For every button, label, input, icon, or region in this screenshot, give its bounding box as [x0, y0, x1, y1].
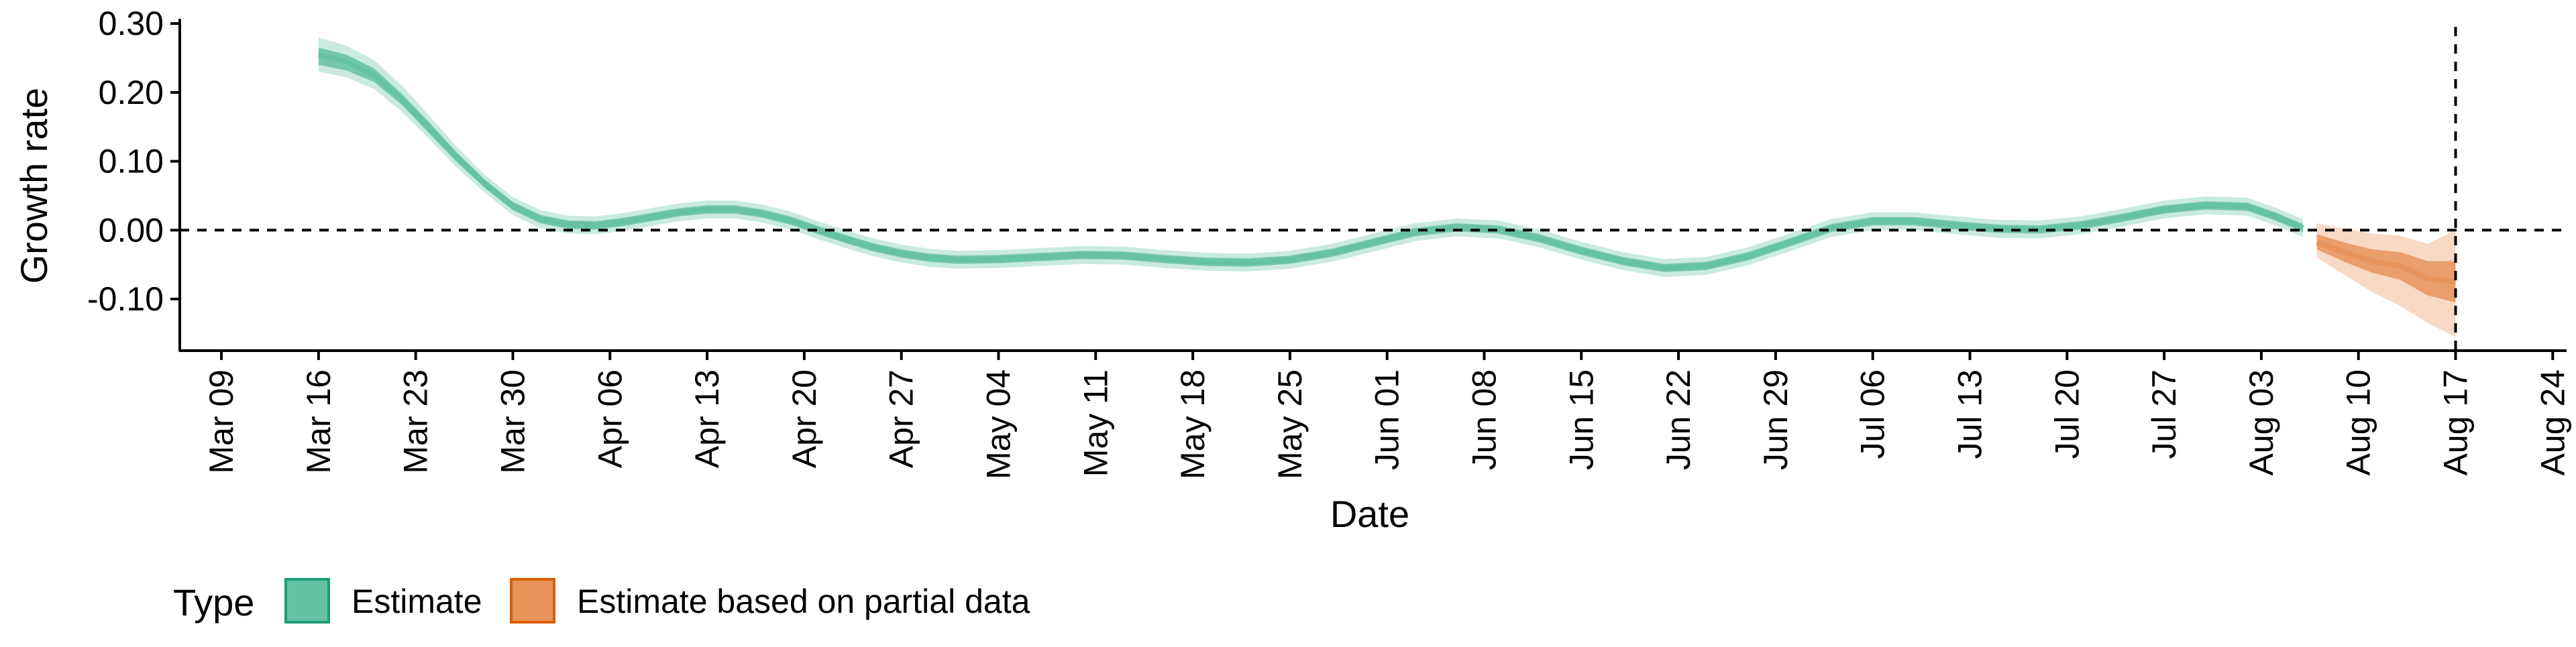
partial-band-50: [2316, 234, 2456, 303]
estimate-band-90: [318, 37, 2304, 278]
x-tick-label: Mar 23: [397, 369, 435, 474]
estimate-median-line: [317, 52, 2304, 271]
x-axis-title: Date: [1330, 493, 1409, 535]
x-tick-label: Jul 13: [1951, 369, 1989, 459]
y-tick-label: 0.10: [99, 143, 164, 180]
y-tick-label: 0.00: [99, 211, 164, 249]
x-tick-label: Apr 27: [883, 369, 920, 468]
x-tick-label: May 18: [1174, 369, 1212, 479]
legend-title: Type: [173, 581, 254, 624]
legend-label-estimate: Estimate: [352, 583, 482, 620]
axes: 0.30 0.20 0.10 0.00 -0.10 Mar 09 Mar 16 Mar 23 M…: [87, 5, 2571, 479]
x-tick-label: Jul 20: [2048, 369, 2086, 459]
x-tick-label: Aug 10: [2340, 369, 2377, 475]
x-tick-label: May 11: [1077, 369, 1114, 477]
x-tick-label: May 04: [980, 369, 1018, 479]
x-tick-label: Mar 16: [300, 369, 337, 474]
y-axis-title: Growth rate: [13, 88, 55, 284]
y-tick-label: 0.20: [99, 74, 164, 111]
legend-key-partial: [510, 578, 555, 624]
x-tick-label: Jun 29: [1757, 369, 1794, 470]
x-tick-label: Jun 15: [1562, 369, 1600, 470]
x-tick-label: Mar 09: [203, 369, 240, 474]
x-tick-label: May 25: [1271, 369, 1309, 479]
legend-key-estimate: [284, 578, 330, 624]
x-tick-label: Jun 22: [1660, 369, 1697, 470]
legend-label-partial: Estimate based on partial data: [577, 583, 1030, 620]
x-tick-label: Mar 30: [494, 369, 532, 474]
x-tick-label: Apr 06: [591, 369, 629, 468]
legend: Type Estimate Estimate based on partial …: [173, 578, 1030, 624]
x-tick-label: Jun 08: [1466, 369, 1503, 470]
y-tick-label: -0.10: [87, 280, 164, 318]
y-tick-label: 0.30: [99, 5, 164, 42]
x-tick-label: Jul 06: [1854, 369, 1892, 459]
x-tick-label: Apr 20: [786, 369, 823, 468]
ref-lines: [180, 27, 2567, 351]
x-tick-label: Jun 01: [1368, 369, 1406, 470]
estimate-band-50: [318, 48, 2304, 272]
uncertainty-bands: [317, 37, 2456, 337]
partial-median-line: [2316, 239, 2456, 285]
x-tick-label: Jul 27: [2145, 369, 2183, 459]
x-tick-label: Aug 03: [2243, 369, 2280, 475]
x-tick-label: Apr 13: [688, 369, 726, 468]
x-tick-label: Aug 17: [2437, 369, 2475, 475]
x-tick-label: Aug 24: [2534, 369, 2571, 475]
